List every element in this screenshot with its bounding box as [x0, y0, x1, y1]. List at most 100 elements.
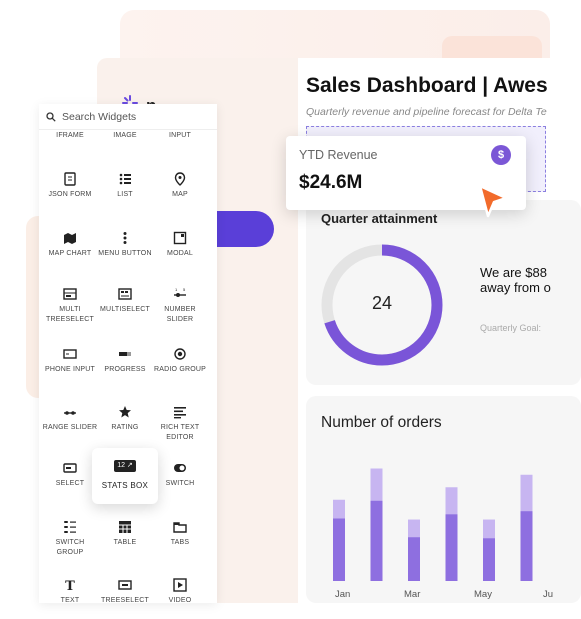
widget-label: VIDEO [168, 597, 192, 603]
svg-text:1: 1 [175, 287, 178, 292]
widget-json-form[interactable]: JSON FORM [42, 172, 98, 200]
widget-tabs[interactable]: TABS [152, 520, 208, 548]
range-slider-icon [64, 411, 76, 415]
json-form-icon [64, 172, 76, 186]
progress-icon [119, 352, 131, 356]
widget-list[interactable]: LIST [97, 172, 153, 200]
widget-label: MAP CHART [48, 250, 92, 257]
bar-value-may [483, 538, 495, 581]
widget-map-chart[interactable]: MAP CHART [42, 231, 98, 259]
video-icon [173, 578, 187, 592]
widget-search [39, 104, 217, 130]
bar-value-jan [333, 518, 345, 581]
widget-input[interactable]: INPUT [152, 131, 208, 141]
x-tick-label: May [474, 589, 492, 600]
dollar-icon: $ [491, 145, 511, 165]
widget-label: NUMBER SLIDER [164, 306, 196, 323]
map-pin-icon [174, 172, 186, 186]
list-icon [119, 173, 131, 185]
widget-multi-treeselect[interactable]: MULTI TREESELECT [42, 287, 98, 325]
ytd-revenue-value: $24.6M [299, 172, 363, 193]
widget-label: PROGRESS [104, 366, 146, 373]
bar-value-apr [445, 514, 458, 581]
widget-panel: IFRAME IMAGE INPUT JSON FORM LIST MAP MAP CHAR… [39, 104, 217, 603]
rich-text-icon [174, 407, 186, 419]
widget-label: MAP [172, 191, 188, 198]
widget-label: MULTISELECT [100, 306, 150, 313]
multi-treeselect-icon [63, 288, 77, 300]
tabs-icon [173, 522, 187, 533]
widget-label: TEXT [60, 597, 80, 603]
widget-modal[interactable]: MODAL [152, 231, 208, 259]
widget-switch-group[interactable]: SWITCH GROUP [42, 520, 98, 558]
widget-number-slider[interactable]: 1 5 NUMBER SLIDER [152, 287, 208, 325]
orders-title: Number of orders [321, 414, 442, 431]
svg-text:5: 5 [183, 287, 186, 292]
switch-group-icon [64, 521, 76, 533]
widget-label: TREESELECT [101, 597, 149, 603]
svg-text:T: T [65, 579, 75, 592]
widget-label: STATS BOX [101, 481, 149, 490]
widget-treeselect[interactable]: TREESELECT [97, 578, 153, 603]
ytd-revenue-label: YTD Revenue [299, 148, 378, 162]
widget-phone-input[interactable]: PHONE INPUT [42, 347, 98, 375]
widget-label: SWITCH [165, 480, 195, 487]
widget-label: PHONE INPUT [44, 366, 96, 373]
widget-stats-box[interactable]: 12 ↗ STATS BOX [92, 448, 158, 504]
x-tick-label: Mar [404, 589, 420, 600]
widget-label: TABS [170, 539, 190, 546]
goal-text-line2: away from o [480, 280, 551, 295]
widget-label: IFRAME [56, 132, 84, 139]
attainment-value: 24 [371, 293, 393, 313]
widget-iframe[interactable]: IFRAME [42, 131, 98, 141]
widget-rating[interactable]: RATING [97, 405, 153, 433]
attainment-title: Quarter attainment [321, 211, 438, 226]
multiselect-icon [118, 288, 132, 300]
phone-input-icon [63, 349, 77, 359]
widget-progress[interactable]: PROGRESS [97, 347, 153, 375]
widget-text[interactable]: T TEXT [42, 578, 98, 603]
dashboard-title: Sales Dashboard | Awes [306, 74, 548, 97]
table-icon [119, 521, 131, 533]
widget-image[interactable]: IMAGE [97, 131, 153, 141]
widget-map[interactable]: MAP [152, 172, 208, 200]
widget-label: INPUT [169, 132, 191, 139]
attainment-donut [321, 244, 443, 366]
widget-switch[interactable]: SWITCH [152, 461, 208, 489]
map-chart-icon [64, 233, 76, 244]
goal-text-line1: We are $88 [480, 265, 547, 280]
widget-range-slider[interactable]: RANGE SLIDER [42, 405, 98, 433]
widget-rich-text-editor[interactable]: RICH TEXT EDITOR [152, 405, 208, 443]
widget-select[interactable]: SELECT [42, 461, 98, 489]
orders-bar-chart: Jan Mar May Ju [333, 468, 553, 600]
widget-label: RICH TEXT EDITOR [160, 424, 200, 441]
widget-video[interactable]: VIDEO [152, 578, 208, 603]
modal-icon [173, 231, 187, 245]
stats-box-icon: 12 ↗ [114, 460, 136, 472]
bar-value-mar [408, 537, 420, 581]
widget-radio-group[interactable]: RADIO GROUP [152, 347, 208, 375]
orders-card [306, 396, 581, 603]
widget-table[interactable]: TABLE [97, 520, 153, 548]
search-input[interactable] [62, 109, 210, 125]
menu-button-icon [123, 232, 127, 244]
star-icon [119, 406, 131, 418]
widget-multiselect[interactable]: MULTISELECT [97, 287, 153, 315]
widget-label: SWITCH GROUP [55, 539, 85, 556]
x-tick-label: Ju [543, 589, 553, 600]
x-tick-label: Jan [335, 589, 350, 600]
widget-label: IMAGE [113, 132, 137, 139]
widget-label: RANGE SLIDER [42, 424, 98, 431]
bar-value-jun [520, 511, 533, 581]
select-icon [63, 463, 77, 473]
goal-label: Quarterly Goal: [480, 323, 542, 333]
dashboard-subtitle: Quarterly revenue and pipeline forecast … [306, 106, 547, 118]
switch-icon [174, 464, 186, 472]
widget-label: TABLE [113, 539, 137, 546]
widget-label: RADIO GROUP [154, 366, 206, 373]
cursor-pointer-icon [478, 184, 508, 218]
search-icon [46, 112, 56, 122]
widget-menu-button[interactable]: MENU BUTTON [97, 231, 153, 259]
radio-group-icon [174, 348, 186, 360]
bar-value-feb [370, 500, 383, 581]
